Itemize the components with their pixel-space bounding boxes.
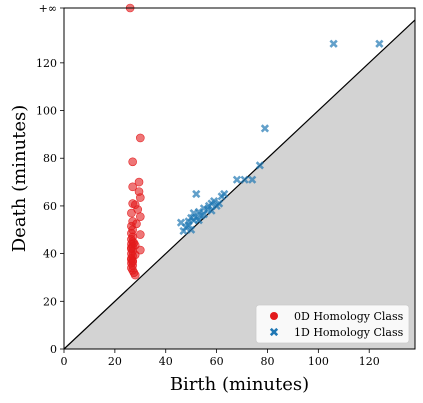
point-0d-10 bbox=[127, 208, 136, 218]
point-1d-1 bbox=[375, 39, 384, 48]
legend-circle-marker bbox=[270, 312, 278, 320]
point-1d-12 bbox=[192, 189, 201, 199]
point-1d-29 bbox=[194, 216, 203, 225]
point-1d-24 bbox=[209, 197, 219, 206]
point-1d-15 bbox=[189, 208, 198, 218]
point-1d-20 bbox=[181, 223, 191, 232]
y-tick-label-60: 60 bbox=[43, 200, 57, 213]
y-tick-label-80: 80 bbox=[43, 152, 57, 165]
point-1d-0 bbox=[329, 39, 338, 48]
x-axis-title: Birth (minutes) bbox=[170, 374, 309, 395]
y-tick-label-0: 0 bbox=[50, 343, 57, 356]
point-1d-4 bbox=[248, 175, 257, 184]
point-1d-26 bbox=[187, 225, 196, 234]
point-1d-8 bbox=[217, 192, 226, 201]
point-1d-30 bbox=[199, 210, 209, 219]
y-axis-ticks: 0 20 40 60 80 100 120 bbox=[36, 7, 64, 356]
x-tick-label-120: 120 bbox=[359, 355, 380, 368]
point-0d-3 bbox=[134, 177, 144, 187]
x-tick-label-20: 20 bbox=[108, 355, 122, 368]
diagonal-line bbox=[63, 19, 416, 350]
point-0d-6 bbox=[136, 193, 145, 202]
x-tick-label-40: 40 bbox=[159, 355, 173, 368]
y-tick-label-120: 120 bbox=[36, 57, 57, 70]
x-tick-label-80: 80 bbox=[260, 355, 274, 368]
y-tick-label-20: 20 bbox=[43, 295, 57, 308]
legend: 0D Homology Class 1D Homology Class bbox=[255, 304, 410, 344]
point-0d-39 bbox=[128, 257, 137, 267]
point-0d-1 bbox=[136, 133, 145, 143]
plot-frame bbox=[63, 7, 416, 350]
point-0d-17 bbox=[136, 230, 145, 239]
data-points bbox=[125, 3, 384, 280]
x-tick-label-100: 100 bbox=[308, 355, 329, 368]
x-tick-label-0: 0 bbox=[61, 355, 68, 368]
point-1d-6 bbox=[232, 175, 242, 184]
legend-marker-0d bbox=[270, 312, 278, 320]
legend-label-0d: 0D Homology Class bbox=[294, 310, 404, 323]
point-0d-41 bbox=[129, 238, 139, 248]
axes-box bbox=[63, 7, 416, 350]
x-axis-ticks: 0 20 40 60 80 100 120 bbox=[61, 349, 380, 368]
point-1d-3 bbox=[255, 161, 264, 170]
legend-box bbox=[255, 304, 410, 344]
y-axis-title: Death (minutes) bbox=[9, 105, 30, 253]
legend-x-marker bbox=[269, 327, 279, 337]
point-0d-2 bbox=[128, 157, 137, 167]
point-0d-11 bbox=[136, 212, 145, 221]
legend-label-1d: 1D Homology Class bbox=[294, 326, 404, 339]
y-tick-label-100: 100 bbox=[36, 105, 57, 118]
point-1d-31 bbox=[207, 206, 216, 215]
point-1d-2 bbox=[260, 124, 270, 133]
point-0d-4 bbox=[128, 182, 137, 192]
x-tick-label-60: 60 bbox=[210, 355, 224, 368]
point-0d-37 bbox=[130, 270, 140, 280]
point-1d-5 bbox=[240, 175, 249, 184]
point-1d-25 bbox=[215, 199, 224, 208]
diagonal-stroke bbox=[63, 19, 416, 350]
y-tick-label-40: 40 bbox=[43, 248, 57, 261]
point-1d-28 bbox=[184, 217, 193, 226]
legend-marker-1d bbox=[269, 327, 279, 337]
infinity-tick-label: +∞ bbox=[39, 2, 57, 15]
